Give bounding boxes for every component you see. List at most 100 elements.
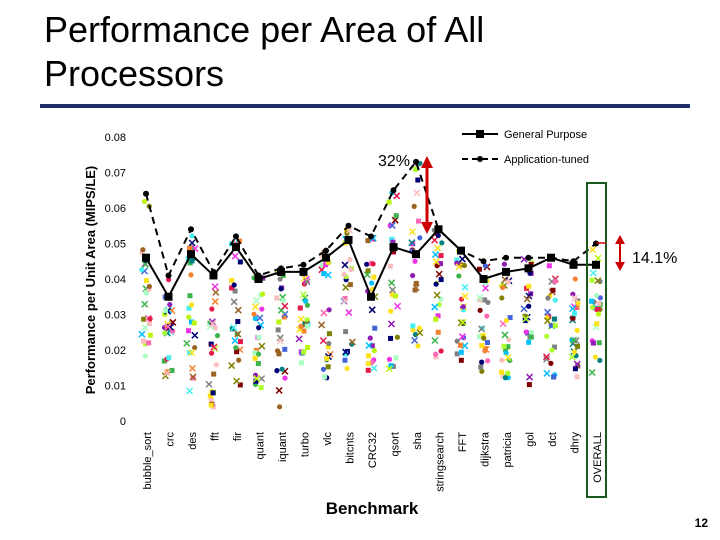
scatter-point (326, 307, 332, 313)
scatter-point (255, 351, 262, 357)
x-tick-label: dijkstra (480, 431, 492, 467)
x-tick-label: sha (412, 431, 424, 450)
scatter-point (461, 283, 469, 291)
scatter-point (301, 349, 307, 355)
scatter-point (543, 355, 551, 363)
overall-highlight-box (586, 182, 607, 498)
scatter-point (365, 268, 371, 274)
scatter-point (503, 350, 509, 356)
scatter-point (371, 348, 377, 354)
scatter-point (593, 292, 600, 299)
scatter-point (505, 279, 511, 285)
scatter-point (231, 252, 239, 260)
scatter-point (191, 331, 199, 339)
scatter-point (575, 300, 581, 306)
scatter-point (571, 311, 577, 317)
x-tick-label: bubble_sort (142, 432, 154, 490)
scatter-point (597, 295, 603, 301)
marker-application-tuned (300, 261, 307, 268)
scatter-point (146, 283, 152, 290)
scatter-point (388, 363, 394, 369)
scatter-point (393, 192, 401, 200)
scatter-point (568, 305, 577, 313)
scatter-point (205, 380, 213, 388)
marker-general-purpose (322, 253, 330, 262)
scatter-point (594, 277, 602, 285)
scatter-point (575, 343, 581, 349)
scatter-point (454, 260, 460, 266)
gap-label-general: 32% (378, 153, 410, 170)
scatter-point (363, 271, 371, 279)
scatter-point (454, 351, 460, 357)
scatter-point (482, 263, 488, 269)
scatter-point (189, 233, 195, 239)
scatter-point (393, 293, 399, 299)
scatter-point (208, 318, 216, 326)
scatter-point (526, 283, 532, 289)
scatter-point (326, 331, 332, 337)
scatter-point (166, 355, 172, 361)
scatter-point (252, 315, 258, 322)
scatter-point (229, 285, 235, 291)
y-axis-label: Performance per Unit Area (MIPS/LE) (83, 166, 98, 395)
title-divider (40, 104, 690, 108)
scatter-point (233, 345, 239, 351)
scatter-point (276, 351, 282, 357)
scatter-point (393, 213, 399, 219)
y-tick-label: 0.01 (105, 381, 126, 393)
scatter-point (279, 366, 285, 372)
marker-general-purpose (367, 292, 375, 301)
marker-application-tuned (255, 272, 262, 279)
scatter-point (499, 295, 505, 301)
scatter-point (479, 343, 485, 349)
scatter-point (276, 337, 284, 345)
scatter-point (408, 228, 416, 236)
scatter-point (592, 354, 599, 360)
scatter-point (594, 321, 600, 327)
marker-application-tuned (525, 254, 532, 261)
scatter-point (369, 343, 375, 349)
scatter-point (458, 349, 464, 355)
scatter-point (571, 294, 579, 302)
scatter-point (408, 239, 416, 247)
scatter-point (321, 271, 327, 277)
x-tick-label: FFT (457, 432, 469, 452)
scatter-point (370, 364, 378, 372)
scatter-point (459, 318, 467, 326)
scatter-point (282, 346, 288, 352)
scatter-point (341, 271, 347, 278)
x-tick-label: OVERALL (592, 432, 604, 483)
scatter-point (210, 390, 216, 396)
scatter-point (389, 236, 395, 242)
scatter-point (235, 319, 241, 325)
y-tick-label: 0.03 (105, 310, 126, 322)
scatter-point (431, 251, 440, 259)
scatter-point (480, 333, 486, 339)
scatter-point (348, 266, 354, 273)
scatter-point (251, 303, 259, 311)
marker-general-purpose (592, 260, 600, 269)
scatter-point (258, 385, 264, 391)
scatter-point (431, 303, 439, 311)
scatter-point (597, 357, 603, 363)
scatter-point (458, 333, 466, 341)
scatter-point (388, 279, 396, 287)
scatter-point (505, 370, 511, 376)
scatter-point (275, 386, 283, 394)
scatter-point (502, 375, 509, 381)
scatter-point (572, 366, 578, 372)
x-tick-label: quant (255, 432, 267, 460)
page-number: 12 (694, 516, 708, 530)
scatter-point (276, 319, 282, 325)
scatter-point (501, 261, 507, 267)
scatter-point (589, 298, 595, 304)
scatter-point (478, 364, 484, 370)
scatter-point (281, 302, 289, 310)
scatter-point (458, 357, 464, 363)
marker-application-tuned (435, 226, 442, 233)
x-tick-label: stringsearch (435, 432, 447, 492)
scatter-point (432, 258, 440, 266)
y-tick-label: 0.06 (105, 203, 126, 215)
scatter-point (438, 261, 444, 267)
scatter-point (594, 254, 602, 262)
